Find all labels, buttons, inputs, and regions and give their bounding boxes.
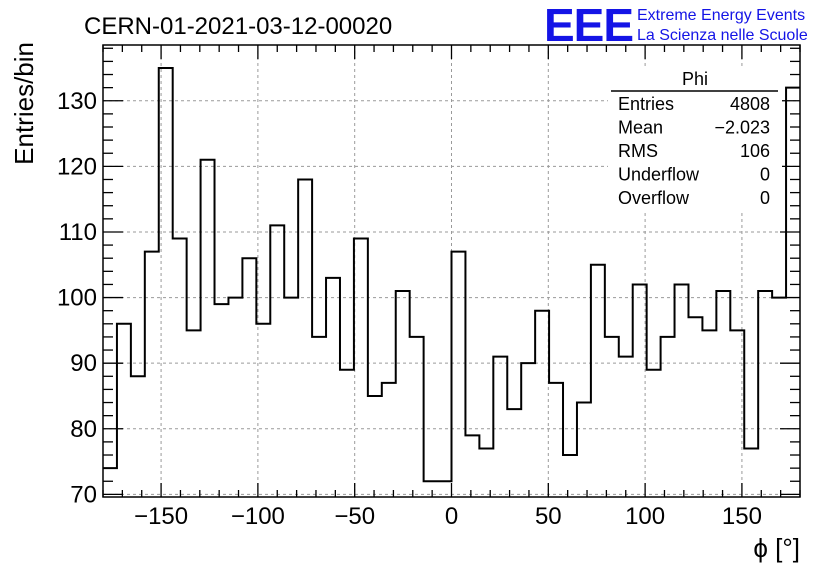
histogram-bin <box>535 311 549 497</box>
histogram-bin <box>675 284 689 497</box>
stats-box: Phi Entries 4808 Mean −2.023 RMS 106 Underflow… <box>608 66 782 210</box>
y-tick-label: 110 <box>59 219 97 246</box>
histogram-bin <box>577 403 591 497</box>
histogram-bin <box>410 337 424 497</box>
histogram-bin <box>772 298 786 497</box>
histogram-bin <box>758 291 772 497</box>
histogram-bin <box>744 448 758 497</box>
histogram-bin <box>549 383 563 497</box>
y-tick-label: 130 <box>57 88 97 115</box>
histogram-bin <box>159 68 173 497</box>
x-tick-label: −50 <box>334 503 375 530</box>
histogram-bin <box>103 468 117 497</box>
histogram-bin <box>605 337 619 497</box>
logo-line-2: La Scienza nelle Scuole <box>637 27 808 44</box>
stats-row-label: Entries <box>618 94 674 114</box>
histogram-bin <box>201 160 215 497</box>
y-tick-label: 100 <box>57 285 97 312</box>
histogram-bin <box>326 278 340 497</box>
histogram-bin <box>382 383 396 497</box>
y-tick-label: 70 <box>70 481 97 508</box>
histogram-bin <box>493 357 507 497</box>
stats-row-value: 106 <box>740 141 770 161</box>
x-tick-label: 150 <box>722 503 762 530</box>
histogram-bin <box>438 481 452 497</box>
histogram-bin <box>298 179 312 497</box>
histogram-bars <box>103 66 800 497</box>
histogram-bin <box>730 330 744 497</box>
histogram-bin <box>187 330 201 497</box>
histogram-bin <box>228 298 242 497</box>
histogram-bin <box>396 291 410 497</box>
eee-logo: EEE Extreme Energy Events La Scienza nel… <box>544 0 808 51</box>
histogram-bin <box>619 357 633 497</box>
y-tick-label: 80 <box>70 416 97 443</box>
stats-row-label: Underflow <box>618 165 700 185</box>
stats-title: Phi <box>682 69 708 89</box>
histogram-bin <box>465 435 479 497</box>
histogram-bin <box>215 304 229 497</box>
histogram-bin <box>340 370 354 497</box>
histogram-bin <box>507 409 521 497</box>
histogram-bin <box>284 298 298 497</box>
eee-logo-mark: EEE <box>544 0 633 51</box>
histogram-bin <box>173 239 187 497</box>
histogram-bin <box>270 225 284 497</box>
histogram-bin <box>452 252 466 497</box>
histogram-bin <box>647 370 661 497</box>
y-tick-label: 120 <box>57 153 97 180</box>
y-tick-label: 90 <box>70 350 97 377</box>
stats-box-background <box>608 66 782 210</box>
histogram-bin <box>424 481 438 497</box>
histogram-bin <box>242 258 256 497</box>
x-tick-labels: −150 −100 −50 0 50 100 150 <box>134 503 762 530</box>
histogram-bin <box>661 337 675 497</box>
stats-row-value: 0 <box>760 188 770 208</box>
histogram-bin <box>312 337 326 497</box>
histogram-bin <box>716 291 730 497</box>
histogram-bin <box>521 363 535 497</box>
x-axis-label: ϕ [°] <box>753 533 800 563</box>
histogram-bin <box>479 448 493 497</box>
stats-row-value: 4808 <box>730 94 770 114</box>
y-tick-labels: 70 80 90 100 110 120 130 <box>57 88 97 509</box>
histogram-bin <box>563 455 577 497</box>
histogram-bin <box>131 376 145 497</box>
histogram-outline <box>103 66 800 483</box>
histogram-bin <box>117 324 131 497</box>
histogram-bin <box>145 252 159 497</box>
chart-title: CERN-01-2021-03-12-00020 <box>84 13 392 40</box>
stats-row-label: Overflow <box>618 188 690 208</box>
x-tick-label: −100 <box>231 503 285 530</box>
x-tick-label: −150 <box>134 503 188 530</box>
histogram-bin <box>688 317 702 497</box>
stats-row-label: RMS <box>618 141 658 161</box>
stats-row-value: 0 <box>760 165 770 185</box>
histogram-bin <box>633 284 647 497</box>
x-tick-label: 0 <box>445 503 458 530</box>
stats-row-value: −2.023 <box>714 118 770 138</box>
histogram-bin <box>702 330 716 497</box>
x-tick-label: 50 <box>535 503 562 530</box>
stats-row-label: Mean <box>618 118 663 138</box>
x-tick-label: 100 <box>625 503 665 530</box>
histogram-bin <box>256 324 270 497</box>
histogram-bin <box>368 396 382 497</box>
y-axis-label: Entries/bin <box>9 42 39 165</box>
histogram-bin <box>591 265 605 497</box>
axis-ticks <box>102 45 801 497</box>
histogram-bin <box>786 88 800 497</box>
histogram-bin <box>354 239 368 497</box>
logo-line-1: Extreme Energy Events <box>637 7 805 24</box>
